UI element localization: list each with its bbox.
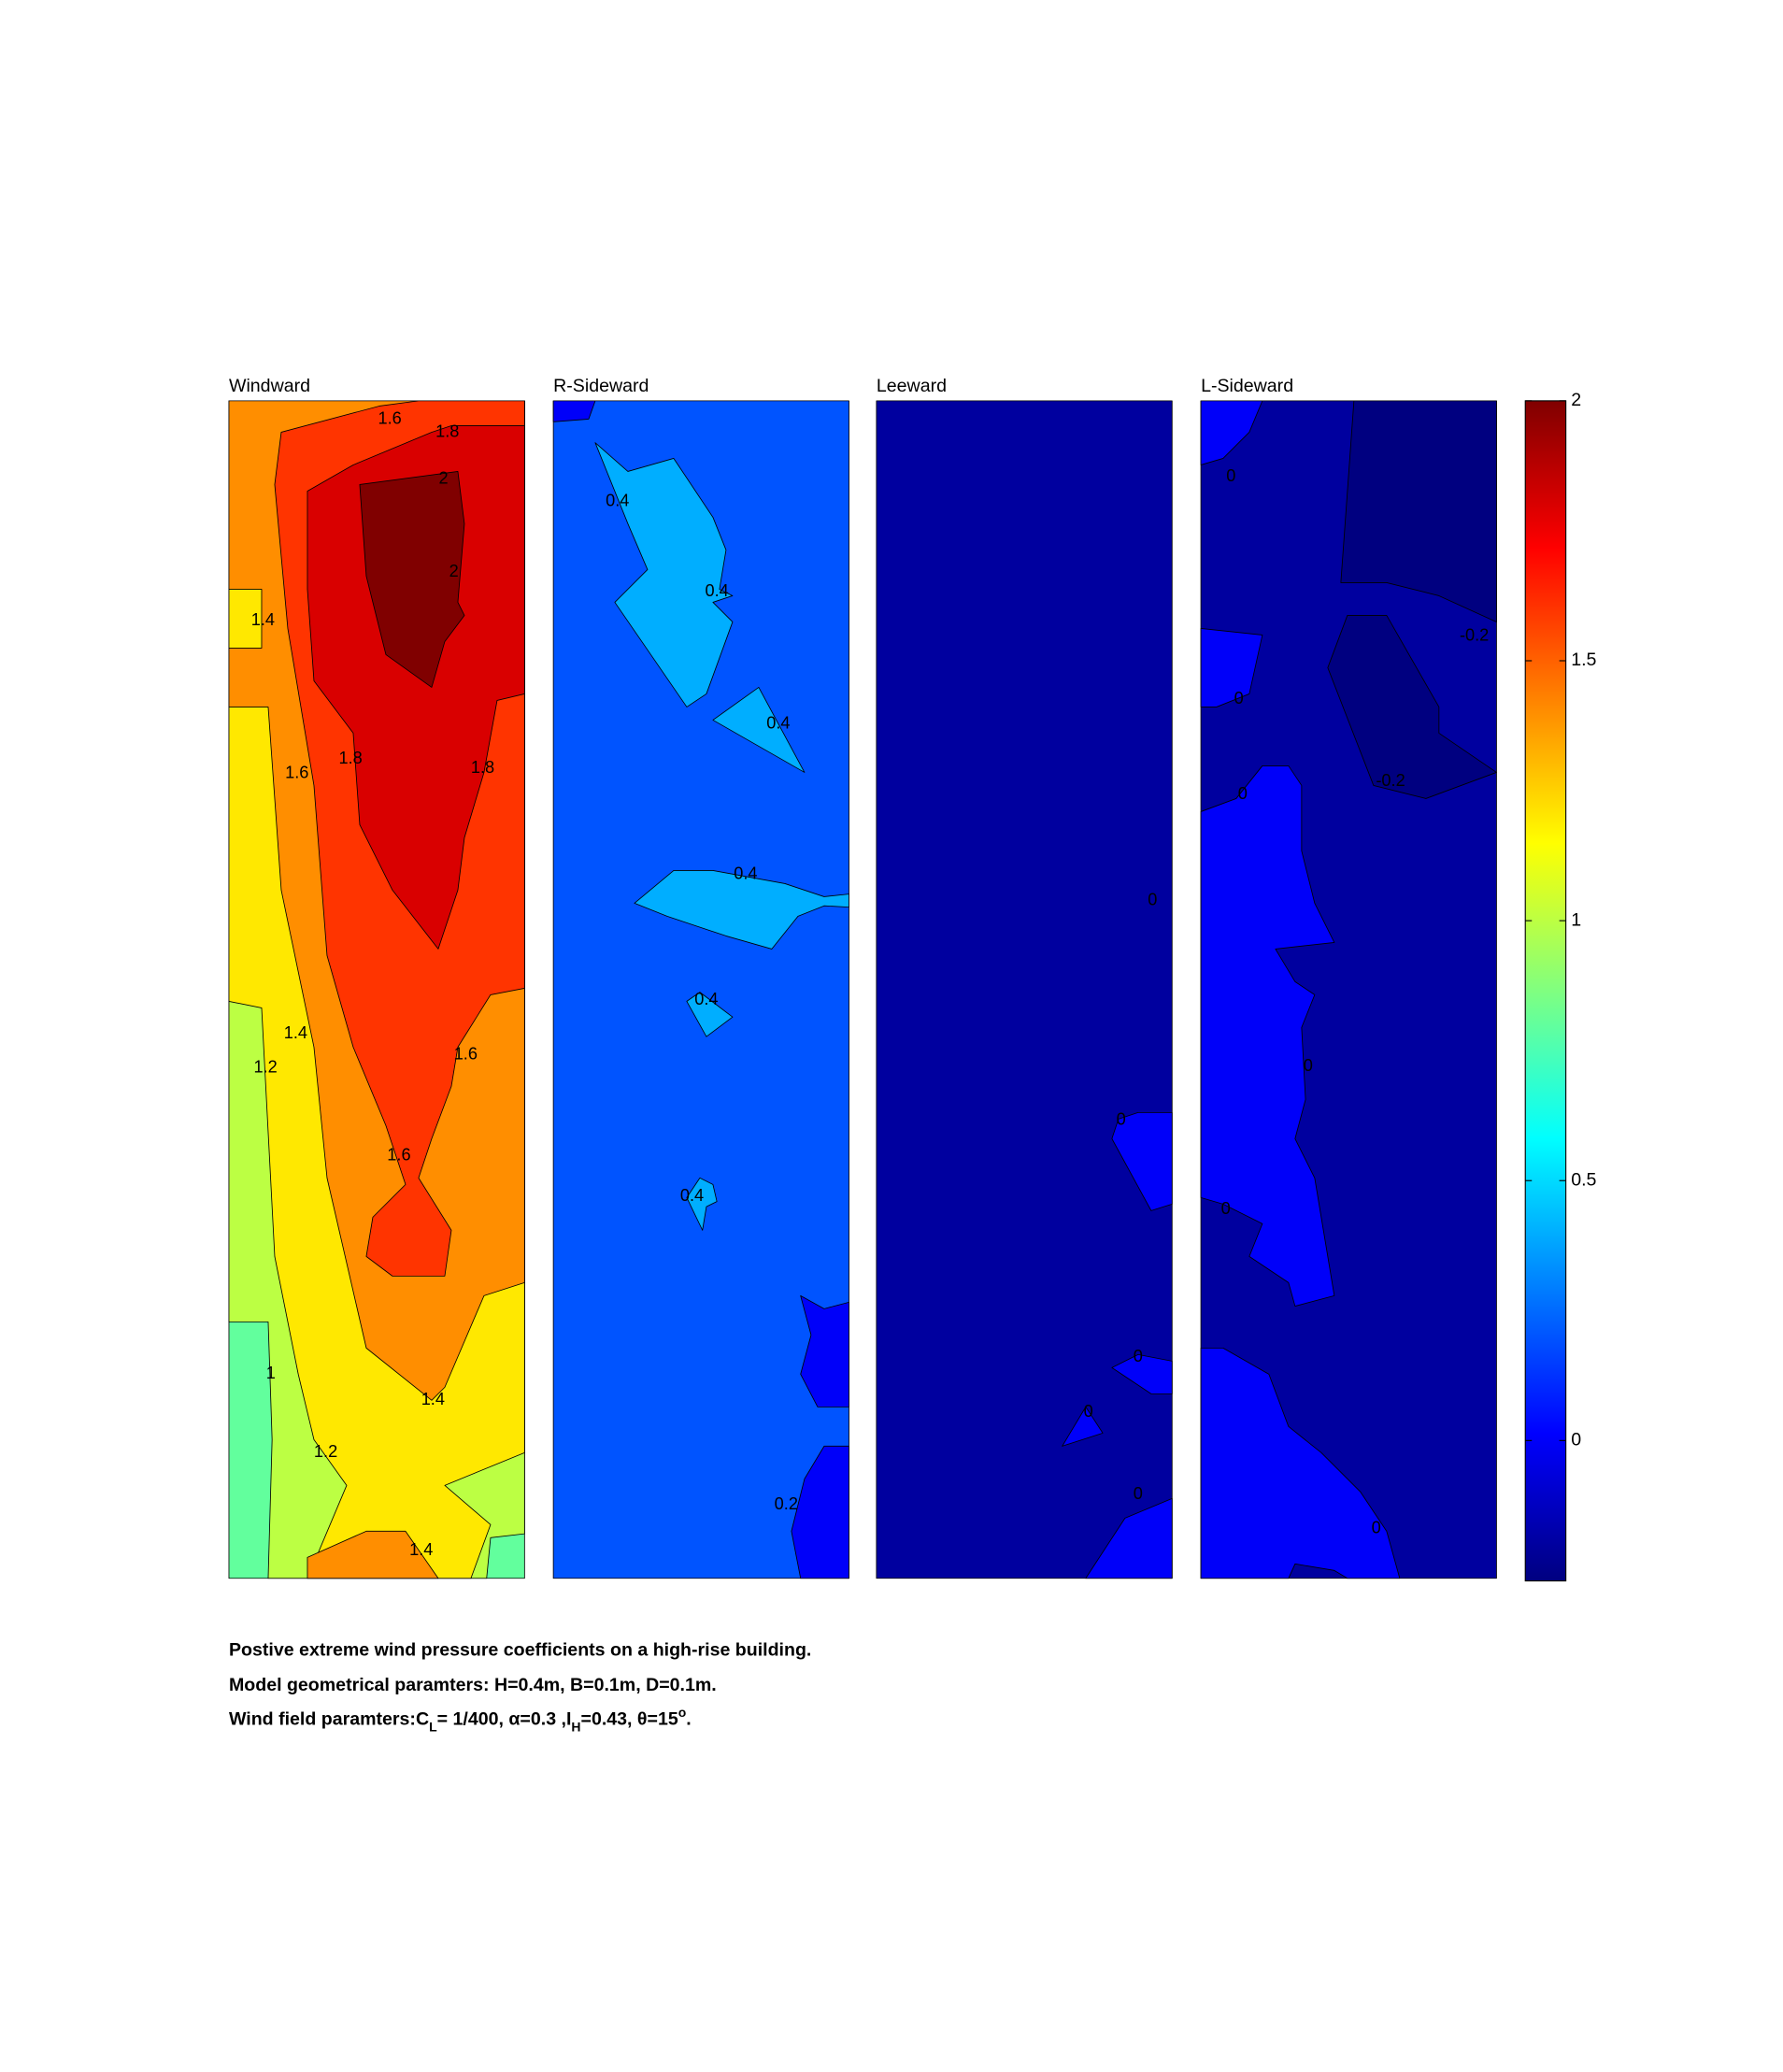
- contour-label: 1.2: [254, 1058, 278, 1077]
- contour-region: [1200, 765, 1335, 1307]
- caption-line: Model geometrical paramters: H=0.4m, B=0…: [229, 1675, 717, 1695]
- contour-label: 1.6: [454, 1045, 478, 1064]
- contour-label: 1.4: [421, 1390, 445, 1408]
- contour-region: [1111, 1111, 1173, 1211]
- caption-part: .: [686, 1709, 691, 1730]
- colorbar-tick-label: 1: [1571, 909, 1581, 930]
- contour-region: [552, 400, 596, 422]
- caption-part: = 1/400, α=0.3 ,I: [437, 1709, 572, 1730]
- contour-label: 0.2: [775, 1494, 798, 1513]
- contour-label: 0: [1221, 1199, 1231, 1218]
- contour-label: 0: [1226, 466, 1235, 485]
- contour-label: 0: [1117, 1110, 1126, 1129]
- contour-label: 0.4: [705, 581, 728, 600]
- colorbar-tick-label: 0.5: [1571, 1169, 1596, 1190]
- contour-region: [876, 400, 1173, 1579]
- contour-label: 0: [1084, 1402, 1093, 1421]
- contour-region: [1111, 1353, 1173, 1394]
- contour-region: [791, 1445, 849, 1579]
- contour-label: 2: [449, 562, 459, 580]
- contour-plot: 0 0 0 0 0: [876, 400, 1173, 1579]
- contour-region: [686, 992, 734, 1037]
- contour-plot: 0 0 0 0 0 0 -0.2 -0.2: [1200, 400, 1497, 1579]
- colorbar-tick-label: 2: [1571, 390, 1581, 410]
- contour-region: [1062, 1406, 1104, 1447]
- colorbar-tick-label: 0: [1571, 1430, 1581, 1450]
- contour-region: [1200, 400, 1263, 465]
- contour-region: [1200, 628, 1263, 707]
- panel-title: Windward: [229, 376, 310, 396]
- contour-label: 0: [1372, 1518, 1381, 1536]
- contour-label: 1.4: [284, 1023, 307, 1042]
- contour-label: 0: [1234, 689, 1244, 707]
- colorbar-tick-label: 1.5: [1571, 650, 1596, 670]
- contour-region: [228, 589, 263, 649]
- contour-label: 0.4: [606, 491, 629, 509]
- contour-region: [1327, 615, 1497, 799]
- contour-label: 1.8: [435, 422, 459, 440]
- caption-line: Postive extreme wind pressure coefficien…: [229, 1639, 811, 1660]
- contour-region: [307, 425, 525, 950]
- contour-region: [594, 442, 734, 707]
- contour-region: [359, 471, 465, 688]
- caption-part: Wind field paramters:C: [229, 1709, 429, 1730]
- contour-label: 1: [266, 1364, 276, 1382]
- panel-title: Leeward: [877, 376, 947, 396]
- caption-superscript: o: [678, 1705, 687, 1720]
- contour-plot: 0.4 0.4 0.4 0.4 0.4 0.4 0.2: [552, 400, 849, 1579]
- contour-label: 0: [1304, 1056, 1313, 1075]
- contour-label: 1.6: [285, 764, 308, 782]
- contour-label: 0: [1134, 1484, 1143, 1503]
- contour-region: [800, 1294, 849, 1408]
- panel-title: R-Sideward: [553, 376, 649, 396]
- contour-label: 1.2: [314, 1442, 337, 1461]
- contour-label: 0: [1238, 784, 1248, 803]
- contour-region: [1200, 1347, 1401, 1579]
- contour-label: 0.4: [694, 990, 718, 1008]
- caption-line: Wind field paramters:CL= 1/400, α=0.3 ,I…: [229, 1705, 692, 1734]
- caption-subscript: L: [429, 1720, 437, 1735]
- contour-label: 1.8: [471, 758, 494, 777]
- contour-label: 0: [1148, 890, 1157, 908]
- contour-label: 1.4: [251, 610, 275, 629]
- contour-region: [307, 1530, 439, 1579]
- contour-label: 0.4: [680, 1186, 704, 1205]
- contour-region: [712, 687, 806, 773]
- caption-part: =0.43, θ=15: [581, 1709, 678, 1730]
- contour-label: -0.2: [1376, 771, 1405, 790]
- contour-region: [1340, 400, 1497, 622]
- contour-label: 1.4: [409, 1540, 433, 1559]
- contour-label: 2: [438, 469, 448, 488]
- colorbar: [1524, 400, 1567, 1582]
- contour-label: 0.4: [766, 713, 790, 732]
- contour-region: [634, 869, 849, 950]
- contour-label: -0.2: [1460, 626, 1489, 645]
- contour-region: [686, 1177, 718, 1231]
- contour-region: [1085, 1497, 1173, 1579]
- contour-label: 1.6: [387, 1145, 410, 1164]
- contour-label: 1.6: [378, 408, 402, 427]
- caption-subscript: H: [571, 1720, 580, 1735]
- contour-plot: 1.6 1.8 2 2 1.4 1.6 1.8 1.8 1.4 1.2 1.6 1.6 1 1.4 1.2 1…: [228, 400, 525, 1579]
- contour-label: 0.4: [734, 864, 757, 882]
- contour-label: 1.8: [339, 749, 363, 767]
- panel-title: L-Sideward: [1201, 376, 1293, 396]
- contour-label: 0: [1134, 1347, 1143, 1365]
